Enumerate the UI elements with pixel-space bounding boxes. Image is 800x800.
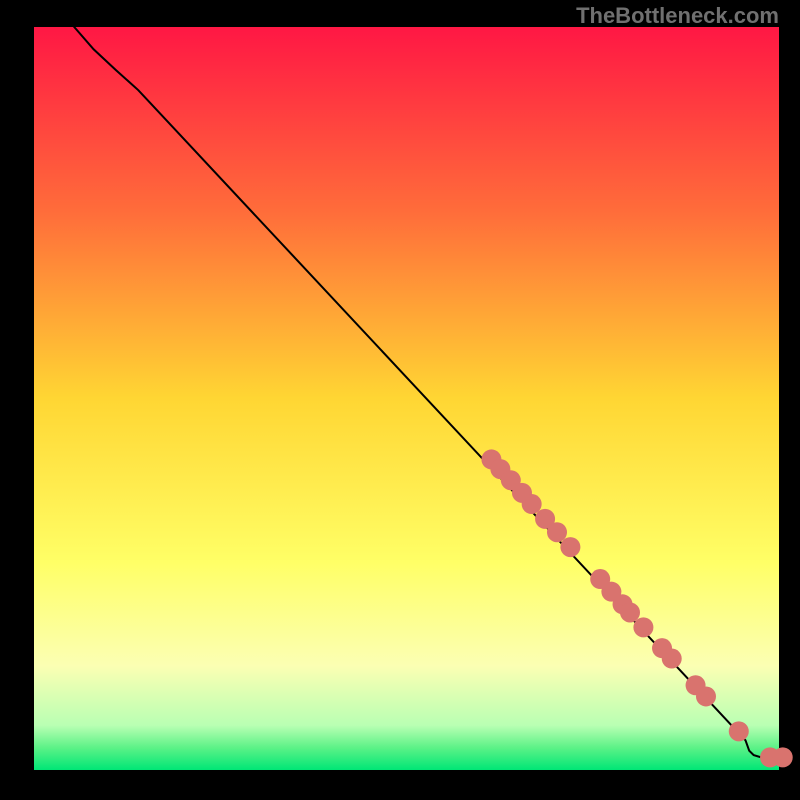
data-marker xyxy=(773,747,793,767)
watermark-text: TheBottleneck.com xyxy=(576,3,779,28)
data-marker xyxy=(522,494,542,514)
data-marker xyxy=(620,602,640,622)
chart-svg: TheBottleneck.com xyxy=(0,0,800,800)
data-marker xyxy=(729,721,749,741)
data-marker xyxy=(560,537,580,557)
data-marker xyxy=(696,686,716,706)
data-marker xyxy=(633,617,653,637)
data-marker xyxy=(662,649,682,669)
data-marker xyxy=(547,522,567,542)
chart-wrap: TheBottleneck.com xyxy=(0,0,800,800)
